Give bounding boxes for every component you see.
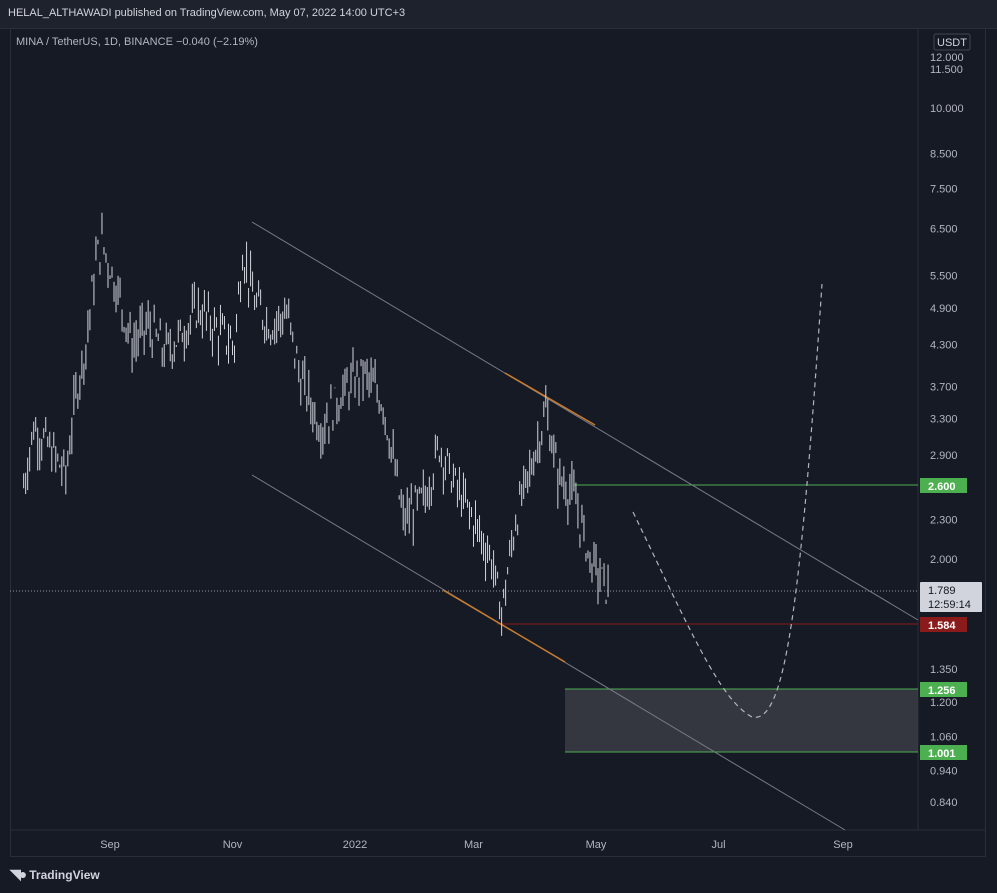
projection-path <box>632 283 823 718</box>
time-tick-label: 2022 <box>343 839 367 851</box>
price-tick-label: 7.500 <box>930 184 958 196</box>
time-tick-label: Sep <box>833 839 853 851</box>
price-tick-label: 2.000 <box>930 554 958 566</box>
price-tick-label: 10.000 <box>930 103 964 115</box>
price-tick-label: 4.900 <box>930 303 958 315</box>
price-tick-label: 6.500 <box>930 224 958 236</box>
price-tick-label: 0.940 <box>930 765 958 777</box>
channel-upper-line <box>251 221 919 621</box>
price-tick-label: 4.300 <box>930 339 958 351</box>
countdown-text: 12:59:14 <box>928 599 971 611</box>
tradingview-logo[interactable]: ◥● TradingView <box>10 866 100 883</box>
level-1584-badge <box>920 617 967 632</box>
publish-header: HELAL_ALTHAWADI published on TradingView… <box>0 0 997 29</box>
level-2600-badge <box>920 478 967 493</box>
currency-tag-box <box>933 33 971 51</box>
price-tick-label: 1.060 <box>930 732 958 744</box>
symbol-info[interactable]: MINA / TetherUS, 1D, BINANCE −0.040 (−2.… <box>16 36 258 48</box>
level-1256-text: 1.256 <box>928 685 956 697</box>
price-tick-label: 1.350 <box>930 664 958 676</box>
footer <box>0 858 997 893</box>
level-1584-text: 1.584 <box>928 620 956 632</box>
price-tick-label: 12.000 <box>930 52 964 64</box>
level-1256-badge <box>920 682 967 697</box>
target-zone <box>565 689 918 752</box>
publisher-text: HELAL_ALTHAWADI published on TradingView… <box>8 7 406 19</box>
price-tick-label: 2.300 <box>930 515 958 527</box>
candle-series <box>23 212 609 636</box>
level-2600-text: 2.600 <box>928 481 956 493</box>
tradingview-logo-text: TradingView <box>29 867 100 882</box>
price-tick-label: 11.500 <box>930 64 963 76</box>
level-1001-badge <box>920 745 967 760</box>
lower-touch-highlight <box>442 589 566 663</box>
time-tick-label: May <box>586 839 607 851</box>
price-tick-label: 5.500 <box>930 270 958 282</box>
price-tick-label: 3.300 <box>930 414 958 426</box>
time-axis: Sep Nov 2022 Mar May Jul Sep <box>100 839 853 851</box>
price-tick-label: 1.200 <box>930 697 958 709</box>
time-tick-label: Nov <box>223 839 243 851</box>
price-tick-label: 0.840 <box>930 797 958 809</box>
tradingview-logo-icon: ◥● <box>10 866 27 882</box>
time-tick-label: Jul <box>711 839 725 851</box>
last-price-badge <box>920 582 982 612</box>
last-price-text: 1.789 <box>928 585 956 597</box>
price-tick-label: 3.700 <box>930 382 958 394</box>
level-1001-text: 1.001 <box>928 748 956 760</box>
price-tick-label: 2.900 <box>930 450 958 462</box>
price-tick-label: 8.500 <box>930 149 958 161</box>
upper-touch-highlight <box>504 372 596 426</box>
chart-frame <box>10 28 986 857</box>
time-tick-label: Sep <box>100 839 120 851</box>
time-tick-label: Mar <box>464 839 483 851</box>
currency-tag[interactable]: USDT <box>937 37 967 49</box>
